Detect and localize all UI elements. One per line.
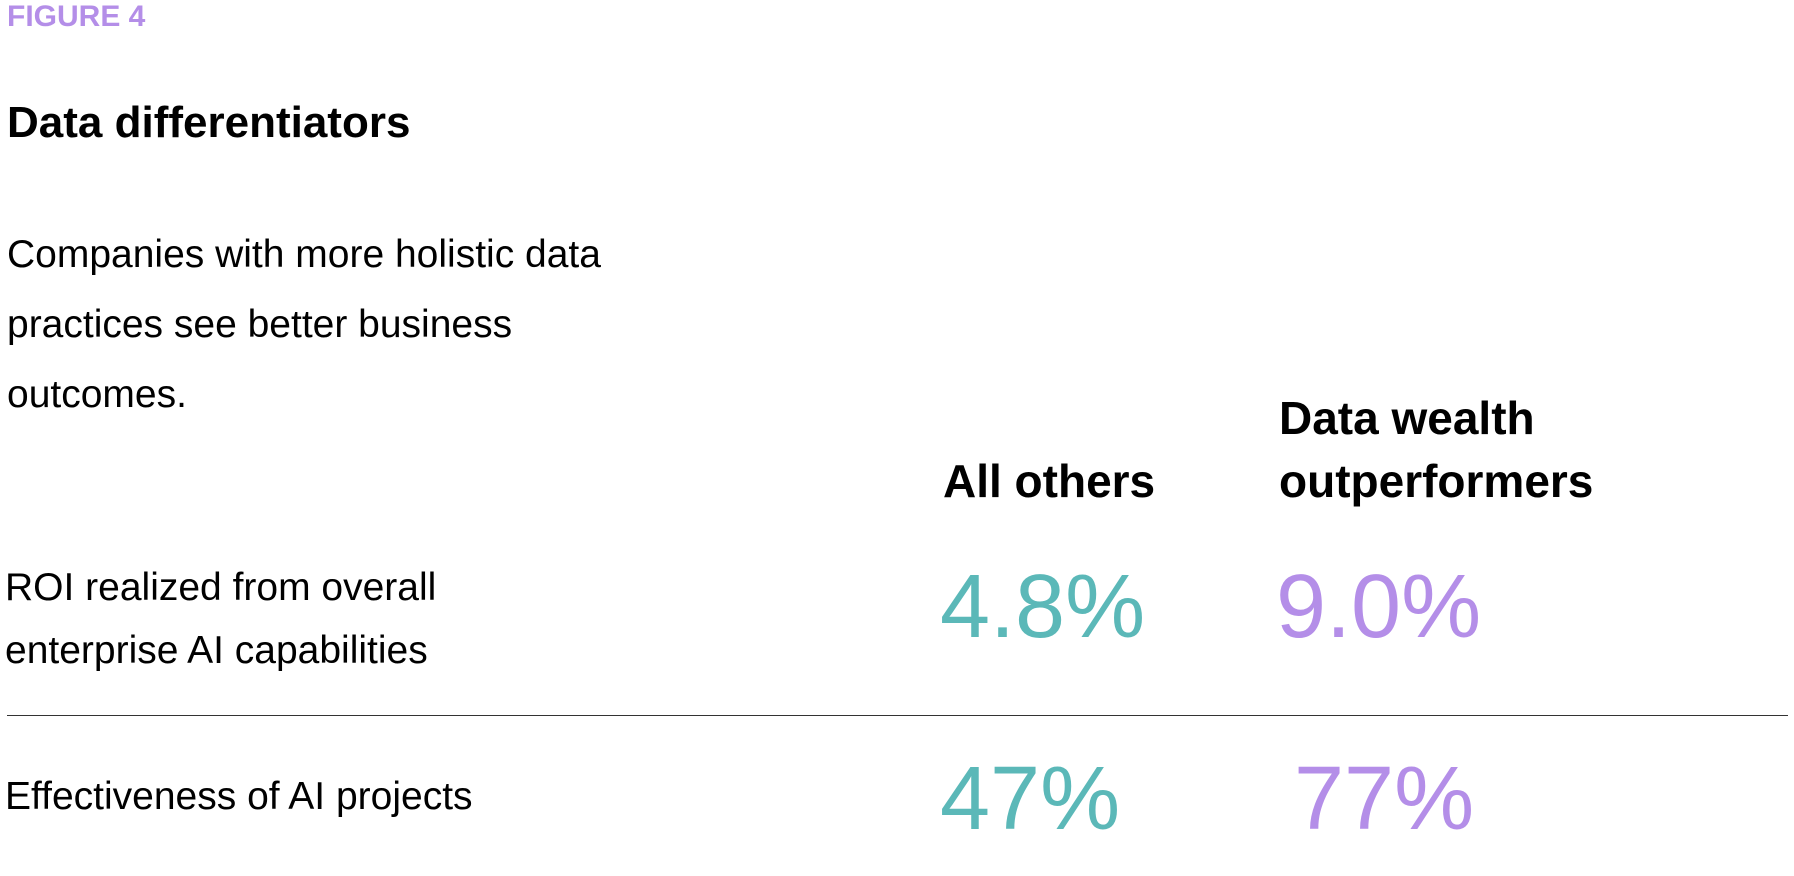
value: 9.0%	[1276, 557, 1482, 657]
row-label: ROI realized from overall enterprise AI …	[5, 566, 437, 672]
column-header: Data wealth outperformers	[1279, 392, 1594, 507]
title: Data differentiators	[7, 98, 411, 147]
value: 4.8%	[940, 557, 1146, 657]
value: 47%	[940, 749, 1121, 849]
divider	[7, 715, 1788, 716]
figure-label: FIGURE 4	[7, 0, 146, 33]
column-header: All others	[943, 455, 1156, 507]
subtitle: Companies with more holistic data practi…	[7, 233, 601, 416]
row-label: Effectiveness of AI projects	[5, 775, 473, 818]
value: 77%	[1294, 749, 1475, 849]
